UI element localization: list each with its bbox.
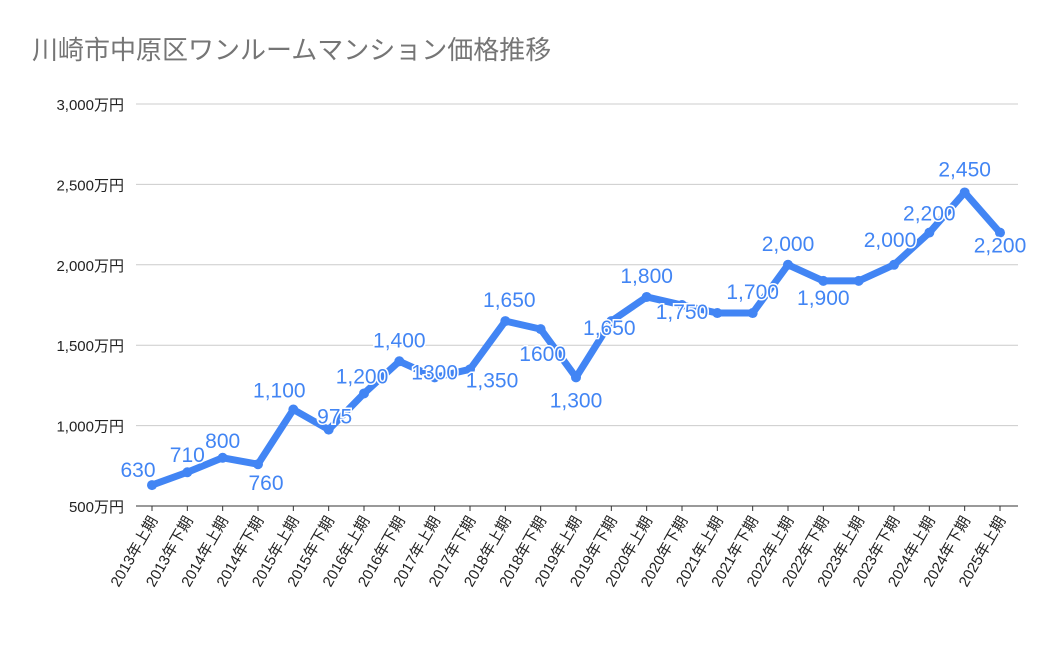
data-point (571, 372, 581, 383)
data-label: 630 (120, 459, 155, 482)
data-label: 1,750 (656, 301, 709, 324)
data-label: 1,200 (336, 365, 389, 388)
data-label: 1300 (411, 361, 458, 384)
data-label: 1600 (519, 343, 566, 366)
data-label: 975 (317, 406, 352, 429)
data-point (853, 275, 864, 286)
data-point (288, 404, 299, 415)
data-label: 1,350 (466, 369, 519, 392)
data-point (359, 388, 369, 399)
data-point (182, 467, 193, 478)
y-tick-label: 1,500万円 (56, 338, 124, 355)
data-point (818, 275, 829, 286)
data-point (959, 187, 970, 198)
data-label: 1,300 (550, 389, 603, 412)
data-point (323, 424, 334, 435)
data-label: 710 (170, 444, 205, 467)
data-point (995, 227, 1005, 238)
data-label: 1,650 (583, 317, 636, 340)
data-point (712, 308, 723, 319)
data-label: 1,800 (620, 265, 673, 288)
data-label: 1,900 (797, 287, 850, 310)
data-label: 2,000 (864, 229, 917, 252)
chart-title: 川崎市中原区ワンルームマンション価格推移 (32, 35, 552, 65)
y-tick-label: 2,000万円 (56, 258, 124, 275)
data-point (217, 452, 228, 463)
y-tick-label: 1,000万円 (56, 419, 124, 436)
data-point (783, 259, 793, 270)
data-point (924, 227, 935, 238)
data-label: 760 (248, 472, 283, 495)
data-point (677, 300, 687, 310)
data-label: 2,200 (974, 235, 1027, 258)
data-label: 1,400 (373, 329, 426, 352)
data-point (253, 459, 263, 470)
y-tick-label: 2,500万円 (56, 177, 124, 194)
data-point (394, 356, 405, 367)
data-point (535, 324, 546, 335)
y-tick-label: 3,000万円 (56, 97, 124, 114)
data-label: 800 (205, 430, 240, 453)
data-label: 1,650 (483, 289, 536, 312)
data-label: 1,100 (253, 380, 306, 403)
data-point (500, 316, 511, 327)
data-point (465, 364, 475, 375)
data-point (606, 316, 617, 327)
data-label: 2,450 (938, 158, 991, 181)
y-tick-label: 500万円 (69, 499, 124, 516)
data-label: 2,000 (762, 233, 815, 256)
data-label: 2,200 (903, 203, 956, 226)
data-point (747, 308, 758, 319)
data-point (429, 372, 440, 383)
data-label: 1,700 (726, 281, 779, 304)
data-point (641, 291, 652, 302)
data-point (889, 259, 899, 270)
data-point (147, 480, 157, 491)
